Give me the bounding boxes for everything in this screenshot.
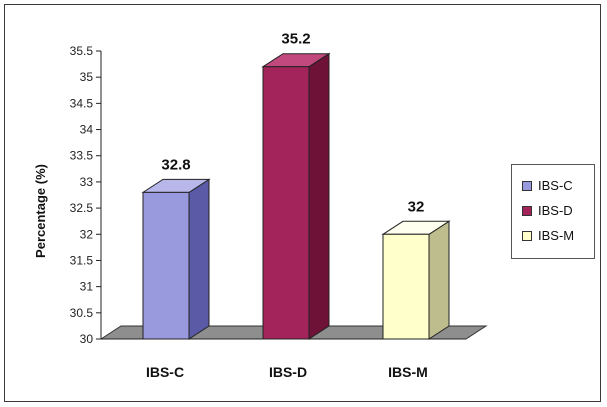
y-tick-label: 30.5 — [70, 306, 94, 320]
x-tick-label-ibs-m: IBS-M — [388, 364, 428, 380]
y-tick-label: 33 — [80, 175, 94, 189]
y-tick-label: 32 — [80, 227, 94, 241]
legend-item-ibs-d: IBS-D — [522, 198, 594, 223]
bar-front — [142, 191, 190, 340]
bar-ibs-c — [141, 178, 211, 340]
y-tick-label: 34.5 — [70, 96, 94, 110]
y-tick-label: 35 — [80, 70, 94, 84]
y-tick-label: 34 — [80, 123, 94, 137]
bar-side — [188, 178, 210, 340]
bar-side — [308, 52, 330, 340]
bar-chart: 30 30.5 31 31.5 32 32.5 33 33.5 34 34.5 35 35.5 32.… — [33, 31, 488, 380]
data-label-ibs-c: 32.8 — [161, 156, 190, 173]
y-tick-label: 32.5 — [70, 201, 94, 215]
legend-swatch-ibs-d — [522, 205, 532, 216]
legend-label-ibs-m: IBS-M — [538, 228, 575, 243]
data-label-ibs-m: 32 — [408, 198, 425, 215]
bar-front — [262, 66, 310, 340]
y-axis-label: Percentage (%) — [33, 164, 48, 258]
bar-front — [382, 233, 430, 340]
y-tick-label: 35.5 — [70, 44, 94, 58]
legend-swatch-ibs-m — [522, 230, 532, 241]
y-tick-label: 33.5 — [70, 149, 94, 163]
bar-side — [428, 220, 450, 340]
bar-ibs-d — [261, 52, 331, 340]
x-tick-label-ibs-d: IBS-D — [269, 364, 307, 380]
legend-label-ibs-c: IBS-C — [538, 178, 573, 193]
data-label-ibs-d: 35.2 — [281, 31, 310, 48]
legend-item-ibs-m: IBS-M — [522, 223, 594, 248]
y-tick-label: 31.5 — [70, 253, 94, 267]
legend-label-ibs-d: IBS-D — [538, 203, 573, 218]
chart-frame: 30 30.5 31 31.5 32 32.5 33 33.5 34 34.5 35 35.5 32.… — [4, 4, 601, 402]
bar-ibs-m — [381, 220, 451, 340]
x-tick-label-ibs-c: IBS-C — [146, 364, 184, 380]
y-tick-label: 31 — [80, 280, 94, 294]
legend-swatch-ibs-c — [522, 180, 532, 191]
y-tick-label: 30 — [80, 332, 94, 346]
legend: IBS-C IBS-D IBS-M — [511, 164, 595, 259]
legend-item-ibs-c: IBS-C — [522, 173, 594, 198]
